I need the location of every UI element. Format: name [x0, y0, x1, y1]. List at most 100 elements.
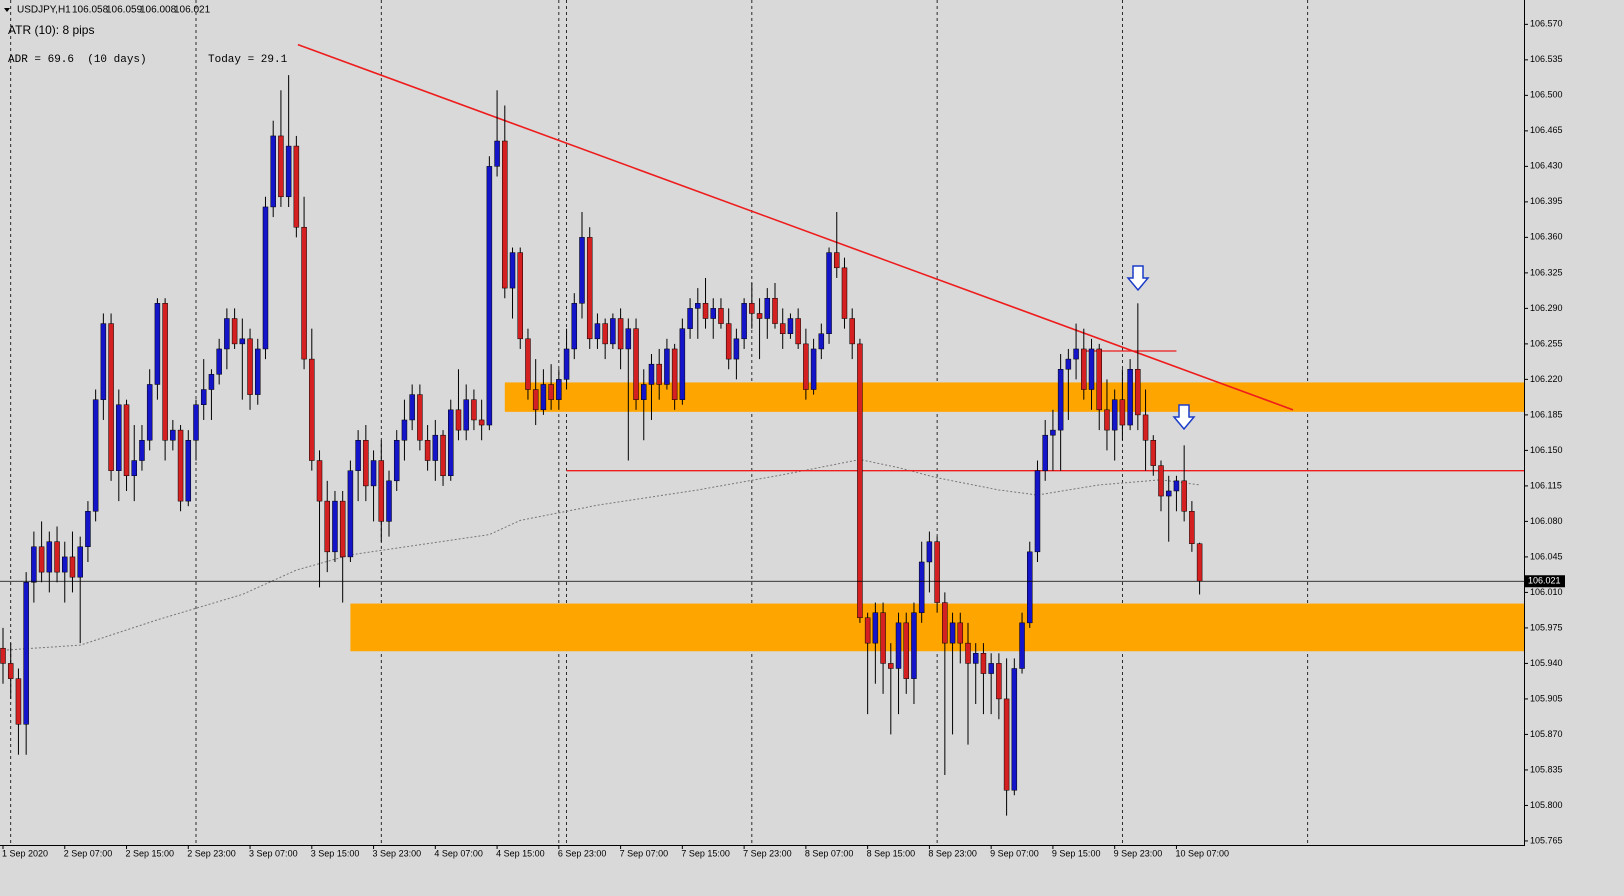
candle-body [424, 440, 431, 461]
candle-body [92, 399, 99, 512]
candle-body [1173, 480, 1180, 492]
candle-body [1111, 399, 1118, 431]
candle-body [641, 384, 647, 400]
candle-body [934, 541, 940, 603]
candle-body [123, 404, 130, 477]
candle-body [911, 612, 917, 679]
candle-body [1073, 348, 1079, 360]
candle-body [864, 617, 871, 644]
y-tick-label: 106.150 [1530, 445, 1563, 455]
candle-body [795, 318, 801, 345]
candle-body [69, 556, 76, 578]
candle-body [393, 440, 400, 482]
candle-body [942, 602, 948, 644]
today: Today = 29.1 [208, 54, 288, 66]
candle-body [401, 419, 408, 441]
down-arrow [1172, 404, 1196, 431]
x-tick-label: 3 Sep 07:00 [249, 848, 298, 858]
candle-body [1165, 490, 1172, 497]
candle-body [702, 303, 709, 319]
x-tick-label: 8 Sep 23:00 [928, 848, 977, 858]
candle-body [347, 470, 354, 558]
price-badge [1525, 575, 1565, 588]
candle-body [1142, 414, 1149, 441]
candle-body [903, 622, 909, 679]
candle-body [756, 313, 763, 319]
last-open: 106.058 [72, 5, 109, 16]
candle-body [1127, 368, 1133, 426]
y-tick-label: 106.045 [1530, 551, 1563, 561]
candle-body [972, 653, 979, 664]
candle-body [525, 338, 531, 390]
candle-body [532, 389, 539, 411]
candle-body [888, 663, 894, 669]
candle-body [363, 440, 369, 487]
x-tick-label: 1 Sep 2020 [2, 848, 48, 858]
candle-body [409, 394, 415, 421]
moving-average [2, 459, 1200, 651]
y-tick-label: 106.430 [1530, 161, 1563, 171]
candle-body [1003, 698, 1010, 791]
adr: ADR = 69.6 (10 days) [8, 54, 147, 66]
candle-body [687, 308, 693, 329]
candle-body [617, 318, 624, 350]
candle-body [38, 546, 45, 573]
y-tick-label: 105.800 [1530, 800, 1563, 810]
candle-body [478, 419, 485, 426]
zone [504, 382, 1524, 412]
y-tick-label: 105.940 [1530, 658, 1563, 668]
candle-body [262, 206, 269, 350]
candle-body [31, 546, 37, 583]
y-tick-label: 106.535 [1530, 54, 1563, 64]
candle-body [486, 166, 493, 426]
candle-body [710, 308, 716, 319]
candle-body [1027, 551, 1033, 624]
candle-body [301, 226, 307, 360]
candle-body [810, 348, 817, 390]
candle-body [1019, 622, 1025, 669]
candle-body [208, 374, 215, 390]
candle-body [571, 303, 578, 350]
x-tick-label: 8 Sep 15:00 [867, 848, 916, 858]
candle-body [733, 338, 740, 360]
x-tick-label: 9 Sep 15:00 [1052, 848, 1101, 858]
y-tick-label: 106.115 [1530, 480, 1562, 490]
y-tick-label: 106.255 [1530, 338, 1563, 348]
y-tick-label: 106.080 [1530, 516, 1563, 526]
atr: ATR (10): 8 pips [8, 23, 94, 37]
candle-body [509, 252, 516, 289]
candle-body [679, 328, 686, 400]
overlay-layer: 106.570 106.535 106.500 106.465 106.430 106.3… [0, 19, 1565, 858]
x-tick-label: 9 Sep 23:00 [1114, 848, 1163, 858]
x-tick-label: 4 Sep 07:00 [434, 848, 483, 858]
candle-body [108, 323, 114, 471]
last-high: 106.059 [106, 5, 143, 16]
candle-body [494, 140, 500, 167]
candle-body [1196, 543, 1203, 582]
x-tick-label: 10 Sep 07:00 [1175, 848, 1229, 858]
candle-body [602, 323, 608, 345]
x-tick-label: 8 Sep 07:00 [805, 848, 854, 858]
candle-body [1158, 465, 1164, 497]
candle-body [455, 409, 462, 431]
candle-body [216, 348, 222, 375]
candle-body [656, 363, 662, 385]
y-tick-label: 106.185 [1530, 409, 1563, 419]
y-tick-label: 106.360 [1530, 232, 1563, 242]
candle-body [0, 647, 6, 664]
candle-body [741, 303, 747, 340]
candle-body [54, 541, 60, 573]
candle-body [85, 511, 91, 548]
candle-body [463, 399, 469, 431]
candle-body [255, 348, 261, 395]
candle-body [548, 384, 554, 400]
candle-body [749, 303, 755, 314]
candle-body [1057, 368, 1064, 431]
candle-body [980, 653, 987, 674]
candle-body [146, 384, 153, 441]
candle-body [332, 500, 338, 553]
candle-body [803, 343, 809, 390]
candle-body [46, 541, 53, 573]
